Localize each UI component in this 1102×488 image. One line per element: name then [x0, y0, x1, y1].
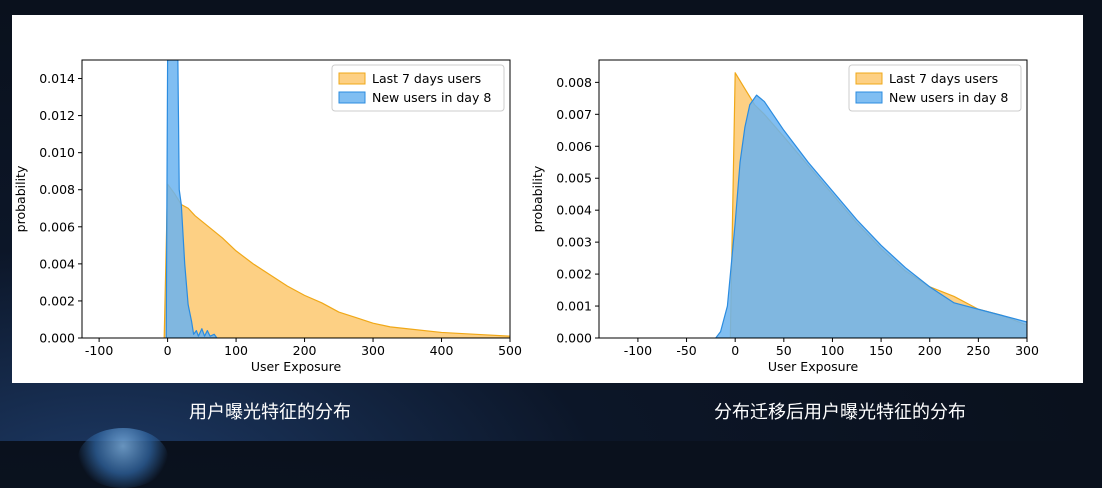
- y-tick-label: 0.008: [556, 75, 592, 90]
- legend-label: New users in day 8: [889, 90, 1008, 105]
- decorative-bubble: [78, 428, 168, 488]
- y-tick-label: 0.012: [39, 108, 75, 123]
- charts-svg: -100 0 100 200 300 400 5000.0000.0020.0040.006…: [13, 59, 1039, 374]
- y-tick-label: 0.000: [556, 331, 592, 346]
- y-tick-label: 0.002: [39, 293, 75, 308]
- y-tick-label: 0.008: [39, 182, 75, 197]
- y-tick-label: 0.000: [39, 331, 75, 346]
- caption-left: 用户曝光特征的分布: [189, 402, 351, 423]
- y-tick-label: 0.014: [39, 71, 75, 86]
- series-area-new-users-day-8: [715, 94, 1027, 338]
- y-tick-label: 0.006: [556, 139, 592, 154]
- x-tick-label: 150: [869, 343, 893, 358]
- series-area-new-users-day-8: [165, 60, 218, 338]
- figure-panel: -100 0 100 200 300 400 500 0.000 0.002 0.004 0.006…: [12, 15, 1083, 383]
- y-tick-label: 0.010: [39, 145, 75, 160]
- x-tick-label: 300: [1015, 343, 1039, 358]
- y-tick-label: 0.007: [556, 107, 592, 122]
- plot-area: [715, 72, 1027, 338]
- y-tick-label: 0.003: [556, 235, 592, 250]
- x-axis-label: User Exposure: [251, 359, 342, 374]
- x-tick-label: 300: [361, 343, 385, 358]
- y-tick-label: 0.004: [39, 256, 75, 271]
- legend: Last 7 days users New users in day 8: [848, 64, 1022, 112]
- x-tick-label: -100: [85, 343, 113, 358]
- x-tick-label: 50: [776, 343, 792, 358]
- legend-swatch: [855, 72, 883, 85]
- x-tick-label: 200: [293, 343, 317, 358]
- x-tick-label: 100: [224, 343, 248, 358]
- x-axis-label: User Exposure: [768, 359, 859, 374]
- legend-label: Last 7 days users: [372, 71, 481, 86]
- y-tick-label: 0.001: [556, 299, 592, 314]
- y-tick-label: 0.005: [556, 171, 592, 186]
- x-tick-label: 500: [498, 343, 522, 358]
- y-tick-label: 0.006: [39, 219, 75, 234]
- x-tick-label: 200: [918, 343, 942, 358]
- y-axis-label: probability: [530, 165, 545, 232]
- x-tick-label: 400: [430, 343, 454, 358]
- axes-frame: [81, 59, 511, 339]
- legend: Last 7 days users New users in day 8: [331, 64, 505, 112]
- legend-label: Last 7 days users: [889, 71, 998, 86]
- legend-label: New users in day 8: [372, 90, 491, 105]
- plot-area: [163, 60, 510, 338]
- y-axis-label: probability: [13, 165, 28, 232]
- legend-swatch: [338, 72, 366, 85]
- legend-box: [331, 64, 505, 112]
- y-tick-label: 0.004: [556, 203, 592, 218]
- x-tick-label: 250: [966, 343, 990, 358]
- y-tick-label: 0.002: [556, 267, 592, 282]
- x-tick-label: 0: [731, 343, 739, 358]
- legend-swatch: [338, 91, 366, 104]
- series-area-last-7-days: [163, 183, 510, 338]
- axes-frame: [598, 59, 1028, 339]
- x-tick-label: -50: [676, 343, 696, 358]
- legend-box: [848, 64, 1022, 112]
- x-tick-label: 100: [821, 343, 845, 358]
- x-tick-label: 0: [164, 343, 172, 358]
- chart-2: -100 -50 0 50 100 150 200 250 300 0.000 0.001 0.002…: [530, 59, 1039, 374]
- legend-swatch: [855, 91, 883, 104]
- x-tick-label: -100: [624, 343, 652, 358]
- caption-right: 分布迁移后用户曝光特征的分布: [714, 402, 966, 423]
- chart-1: -100 0 100 200 300 400 500 0.000 0.002 0.004 0.006…: [13, 59, 522, 374]
